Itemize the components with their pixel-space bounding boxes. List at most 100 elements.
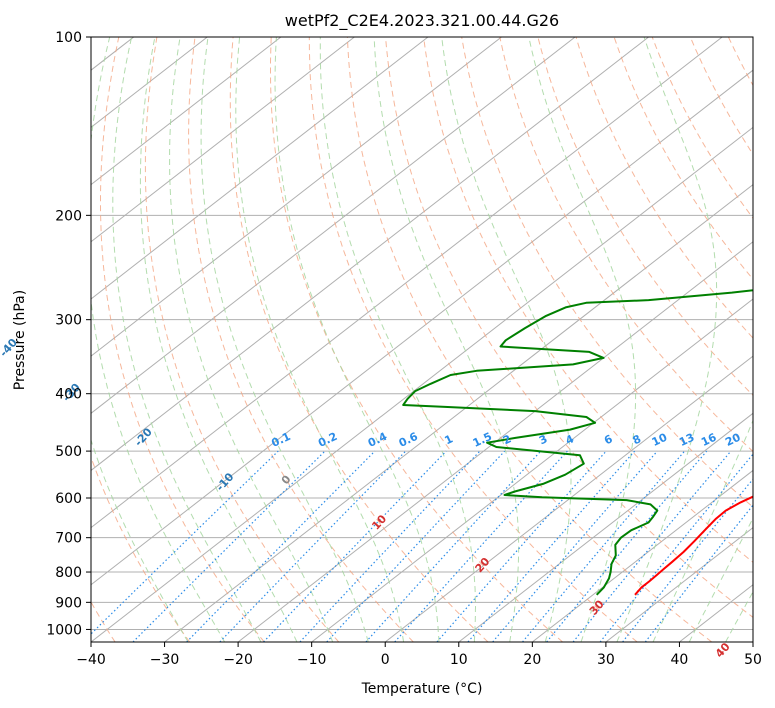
mixing-ratio-line (522, 450, 686, 642)
mixing-ratio-label: 6 (602, 432, 615, 447)
y-tick-label: 100 (55, 30, 82, 46)
mixing-ratio-label: 0.2 (316, 430, 339, 450)
isotherm-line (752, 641, 753, 642)
mixing-ratio-label: 0.1 (269, 430, 292, 450)
isotherm-line (164, 183, 753, 642)
dry-adiabat-label: 40 (713, 640, 733, 660)
dry-adiabat-line (229, 37, 489, 642)
moist-adiabat-line (616, 37, 718, 642)
x-axis-ticks: −40 −30 −20 −10 0 10 20 30 40 50 (76, 642, 762, 668)
moist-adiabat-line (91, 438, 189, 642)
y-tick-label: 500 (55, 444, 82, 460)
x-tick-label: 0 (381, 652, 390, 668)
mixing-ratio-line (599, 453, 753, 642)
moist-adiabat-line (441, 37, 572, 642)
plot-frame (90, 36, 754, 643)
mixing-ratio-line (394, 450, 568, 642)
isotherm-line (91, 37, 502, 357)
mixing-ratio-line (186, 450, 376, 642)
temperature-profile-line (634, 495, 753, 596)
sounding-profiles (402, 289, 753, 596)
moist-adiabat-line (112, 37, 262, 642)
moist-adiabat-line (91, 37, 226, 642)
mixing-ratio-line (492, 450, 658, 642)
y-tick-label: 300 (55, 313, 82, 329)
x-tick-label: −40 (76, 652, 106, 668)
moist-adiabat-line (200, 37, 369, 642)
dry-adiabat-line (308, 37, 638, 642)
dry-adiabat-line (575, 37, 753, 339)
mixing-ratio-label: 10 (650, 431, 670, 449)
moist-adiabat-line (528, 37, 637, 642)
mixing-ratio-label: 2 (501, 432, 513, 447)
moist-adiabat-line (319, 37, 476, 642)
dry-adiabat-line (767, 37, 775, 642)
x-tick-label: 30 (597, 652, 615, 668)
dry-adiabat-line (385, 37, 753, 619)
mixing-ratio-label: 20 (723, 431, 743, 449)
mixing-ratio-line (132, 450, 326, 642)
mixing-ratio-line (622, 478, 753, 642)
y-tick-label: 600 (55, 491, 82, 507)
background-reference-lines (91, 37, 775, 642)
dry-adiabat-line (346, 37, 713, 642)
y-tick-label: 1000 (46, 622, 82, 638)
mixing-ratio-line (91, 450, 279, 635)
moist-adiabat-line (274, 37, 440, 642)
mixing-ratio-label: 0.4 (366, 430, 389, 450)
mixing-ratio-label: 3 (537, 432, 549, 447)
y-axis-label: Pressure (hPa) (12, 290, 28, 390)
dry-adiabat-label: -20 (132, 425, 155, 449)
moist-adiabat-line (169, 37, 334, 642)
dry-adiabat-line (537, 37, 753, 397)
x-tick-label: 40 (671, 652, 689, 668)
y-tick-label: 200 (55, 208, 82, 224)
isotherm-line (531, 469, 753, 642)
reference-line-labels: -100-90-80-70-60-50-40-30-20-10010203040… (0, 336, 743, 661)
moist-adiabat-line (652, 419, 753, 642)
dry-adiabat-label: 10 (369, 512, 389, 532)
isotherm-line (91, 37, 282, 186)
y-tick-label: 800 (55, 565, 82, 581)
isotherm-line (458, 412, 753, 642)
isotherm-line (91, 37, 576, 414)
dry-adiabat-line (689, 37, 753, 156)
y-tick-label: 700 (55, 531, 82, 547)
y-axis-ticks: 100 200 300 400 500 600 700 800 900 1000 (46, 30, 91, 638)
y-tick-label: 900 (55, 595, 82, 611)
mixing-ratio-label: 1 (443, 432, 455, 447)
x-tick-label: 10 (450, 652, 468, 668)
mixing-ratio-label: 16 (699, 431, 719, 449)
isotherm-line (91, 37, 649, 472)
y-tick-label: 400 (55, 387, 82, 403)
dry-adiabat-line (144, 37, 340, 642)
mixing-ratio-label: 0.6 (397, 430, 420, 450)
mixing-ratio-line (644, 504, 753, 642)
moist-adiabat-line (373, 37, 520, 642)
dry-adiabat-line (270, 37, 563, 642)
chart-title: wetPf2_C2E4.2023.321.00.44.G26 (285, 11, 559, 31)
dry-adiabat-label: 0 (279, 473, 294, 488)
mixing-ratio-line (263, 450, 447, 642)
moist-adiabat-line (139, 37, 298, 642)
isotherm-line (384, 355, 753, 642)
moist-adiabat-line (688, 517, 753, 642)
mixing-ratio-line (436, 450, 607, 642)
isotherm-line (237, 241, 753, 642)
mixing-ratio-label: 13 (677, 431, 696, 449)
isotherm-line (91, 37, 355, 243)
moist-adiabat-line (235, 37, 405, 642)
x-tick-label: −30 (150, 652, 180, 668)
x-tick-label: 50 (744, 652, 762, 668)
mixing-ratio-line (572, 450, 732, 642)
x-tick-label: −20 (223, 652, 253, 668)
x-axis-label: Temperature (°C) (361, 681, 483, 697)
dry-adiabat-line (91, 455, 191, 642)
isotherm-line (91, 69, 753, 586)
isotherm-line (91, 37, 723, 529)
dewpoint-profile-line (402, 289, 753, 596)
isotherm-line (91, 37, 208, 129)
mixing-ratio-line (299, 450, 481, 642)
x-tick-label: −10 (297, 652, 327, 668)
